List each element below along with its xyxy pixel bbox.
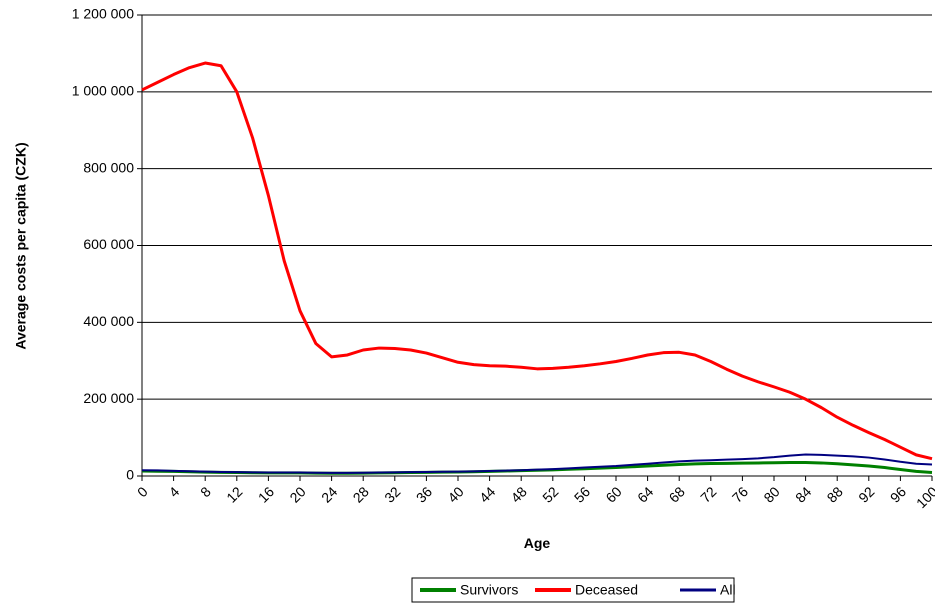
y-axis-title: Average costs per capita (CZK) — [13, 142, 29, 349]
y-tick-label: 1 000 000 — [72, 83, 134, 99]
x-tick-label: 72 — [697, 483, 719, 505]
x-tick-label: 68 — [666, 483, 688, 505]
x-tick-label: 8 — [197, 483, 214, 500]
x-tick-label: 44 — [476, 483, 498, 505]
x-tick-label: 20 — [286, 483, 308, 505]
y-tick-label: 800 000 — [83, 159, 134, 175]
x-tick-label: 16 — [255, 483, 277, 505]
x-tick-label: 84 — [792, 483, 814, 505]
x-tick-label: 88 — [824, 483, 846, 505]
legend-label: All — [720, 582, 736, 598]
y-tick-label: 0 — [126, 467, 134, 483]
x-tick-label: 48 — [508, 483, 530, 505]
series-line — [141, 453, 933, 474]
legend: Survivors Deceased All — [411, 577, 736, 603]
y-tick-label: 600 000 — [83, 236, 134, 252]
x-tick-label: 0 — [134, 483, 151, 500]
x-tick-label: 4 — [166, 483, 183, 500]
legend-label: Survivors — [460, 582, 518, 598]
x-tick-label: 76 — [729, 483, 751, 505]
x-tick-label: 64 — [634, 483, 656, 505]
x-tick-label: 40 — [444, 483, 466, 505]
x-tick-label: 12 — [223, 483, 245, 505]
y-tick-label: 400 000 — [83, 313, 134, 329]
x-tick-label: 100 — [913, 483, 935, 511]
series-line — [141, 61, 933, 461]
y-tick-label: 200 000 — [83, 390, 134, 406]
x-tick-label: 36 — [413, 483, 435, 505]
y-tick-label: 1 200 000 — [72, 6, 134, 22]
x-axis-title: Age — [524, 535, 551, 551]
x-tick-label: 60 — [602, 483, 624, 505]
legend-label: Deceased — [575, 582, 638, 598]
x-tick-label: 52 — [539, 483, 561, 505]
x-tick-label: 56 — [571, 483, 593, 505]
x-tick-label: 32 — [381, 483, 403, 505]
x-tick-label: 24 — [318, 483, 340, 505]
x-tick-label: 92 — [855, 483, 877, 505]
x-tick-label: 96 — [887, 483, 909, 505]
x-tick-label: 28 — [350, 483, 372, 505]
x-tick-label: 80 — [760, 483, 782, 505]
